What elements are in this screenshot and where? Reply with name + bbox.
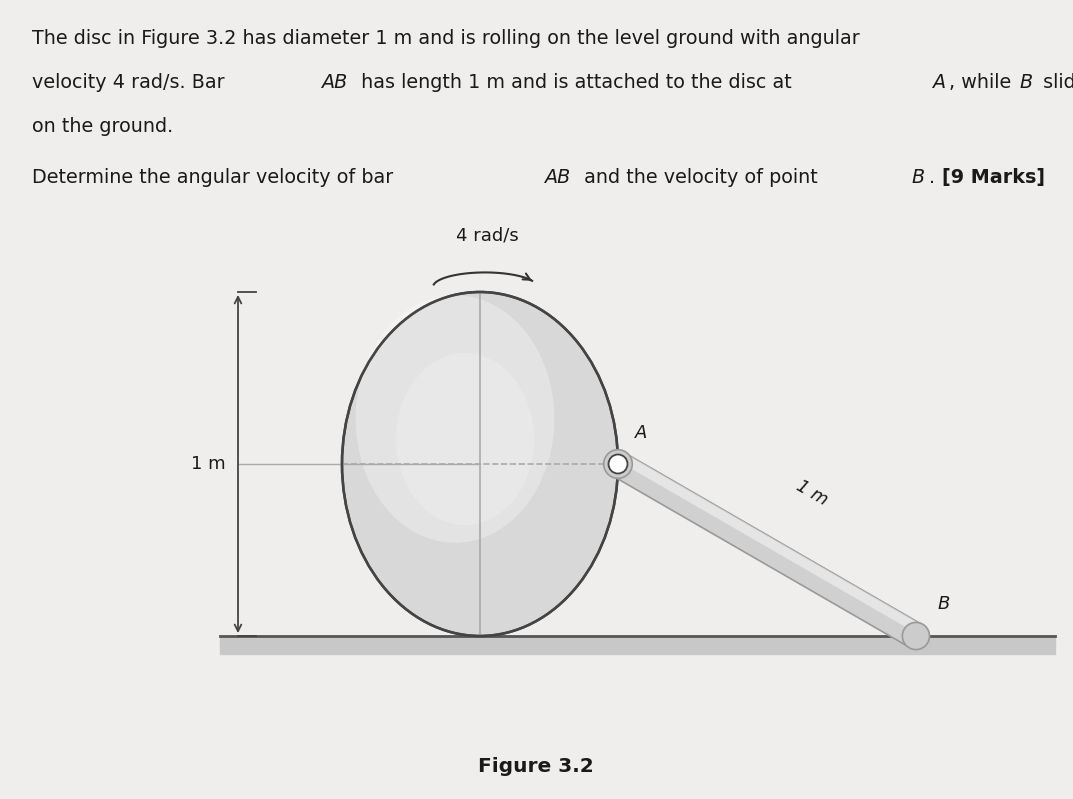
Ellipse shape <box>342 292 618 636</box>
Text: has length 1 m and is attached to the disc at: has length 1 m and is attached to the di… <box>355 73 798 92</box>
Text: A: A <box>932 73 945 92</box>
Text: B: B <box>938 595 951 613</box>
Text: B: B <box>911 168 924 187</box>
Polygon shape <box>619 453 923 634</box>
Text: .: . <box>929 168 936 187</box>
Text: and the velocity of point: and the velocity of point <box>578 168 824 187</box>
Text: AB: AB <box>544 168 570 187</box>
Circle shape <box>604 450 632 479</box>
Text: AB: AB <box>321 73 348 92</box>
Ellipse shape <box>396 353 534 525</box>
Text: The disc in Figure 3.2 has diameter 1 m and is rolling on the level ground with : The disc in Figure 3.2 has diameter 1 m … <box>32 29 859 48</box>
Text: A: A <box>635 424 647 442</box>
Text: slides: slides <box>1037 73 1073 92</box>
Text: B: B <box>1019 73 1032 92</box>
Text: [9 Marks]: [9 Marks] <box>942 168 1045 187</box>
Text: velocity 4 rad/s. Bar: velocity 4 rad/s. Bar <box>32 73 231 92</box>
Polygon shape <box>612 453 923 647</box>
Text: 4 rad/s: 4 rad/s <box>456 226 518 244</box>
Text: Determine the angular velocity of bar: Determine the angular velocity of bar <box>32 168 399 187</box>
Text: O: O <box>447 439 462 457</box>
Text: , while: , while <box>949 73 1017 92</box>
Text: 1 m: 1 m <box>191 455 226 473</box>
Circle shape <box>902 622 929 650</box>
Ellipse shape <box>355 295 555 543</box>
Text: on the ground.: on the ground. <box>32 117 173 136</box>
Circle shape <box>608 455 628 474</box>
Text: 1 m: 1 m <box>793 476 831 509</box>
Text: Figure 3.2: Figure 3.2 <box>479 757 593 777</box>
